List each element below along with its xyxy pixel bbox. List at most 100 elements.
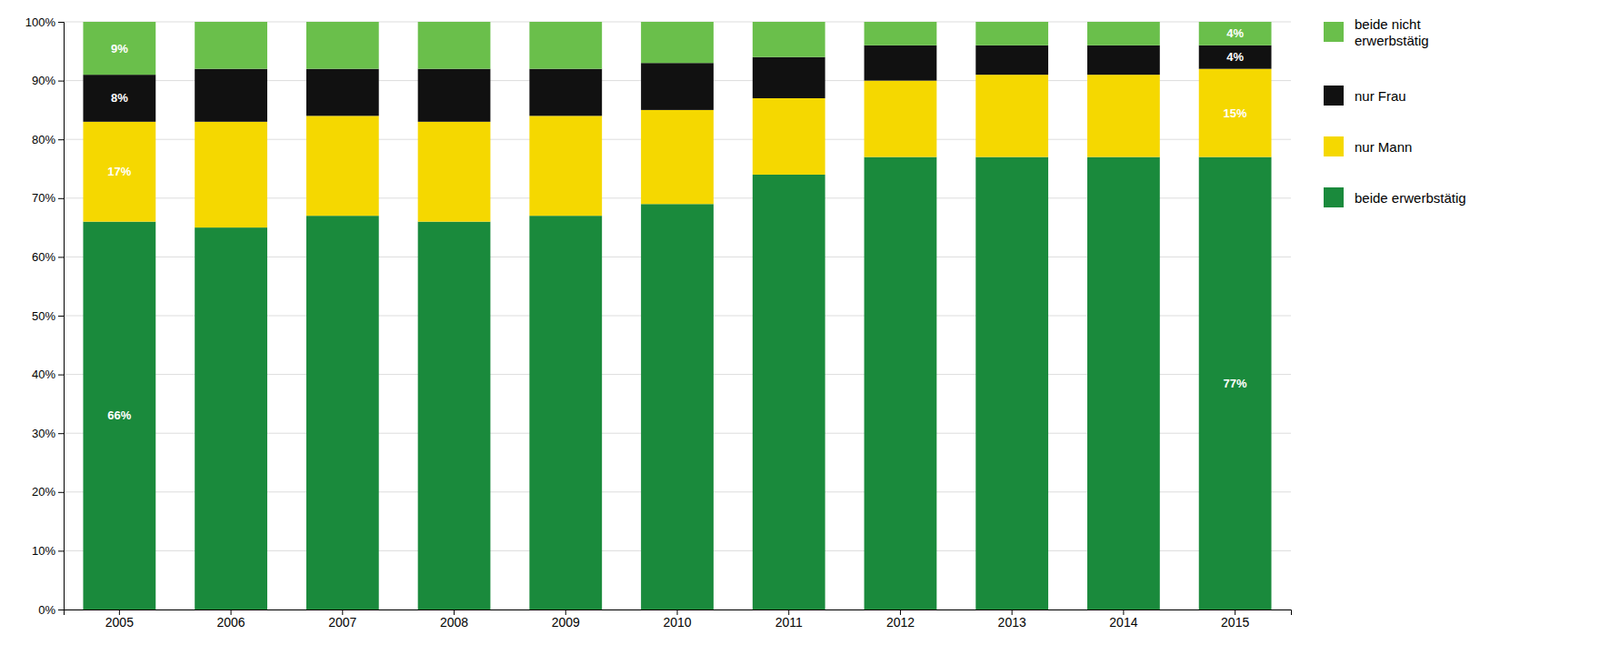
data-label: 66% [107, 408, 131, 422]
bar [306, 215, 380, 610]
bar [1087, 157, 1160, 610]
bar [752, 57, 826, 99]
axis-line [58, 22, 65, 610]
x-tick: 2012 [886, 609, 915, 630]
bar [975, 21, 1049, 46]
bar [194, 21, 268, 70]
x-tick: 2015 [1220, 609, 1250, 630]
tick-label: 2010 [662, 614, 691, 630]
bar [529, 215, 602, 610]
bar [306, 21, 380, 70]
chart: 0%10%20%30%40%50%60%70%80%90%100%2005200… [0, 0, 1600, 655]
y-tick: 90% [31, 73, 64, 88]
tick-label: 2012 [886, 614, 915, 630]
bar [640, 203, 714, 610]
bars [82, 21, 1271, 610]
bar [864, 157, 938, 610]
bar [418, 121, 491, 222]
data-label: 8% [110, 90, 129, 105]
y-tick: 10% [31, 543, 64, 558]
x-tick: 2007 [328, 609, 357, 630]
tick-label: 40% [31, 367, 56, 381]
x-tick: 2009 [551, 609, 580, 630]
tick-label: 10% [31, 543, 56, 558]
bar [529, 115, 602, 216]
bar [752, 174, 826, 610]
bar [1199, 45, 1272, 70]
data-label: 77% [1223, 376, 1248, 390]
bar [418, 221, 491, 610]
y-tick: 50% [31, 309, 64, 323]
bar [306, 115, 380, 216]
tick-label: 50% [31, 309, 56, 323]
tick-mark [58, 256, 64, 258]
bar [82, 21, 156, 75]
y-tick: 40% [31, 367, 64, 381]
x-tick: 2013 [998, 609, 1027, 630]
bar [418, 21, 491, 70]
tick-label: 2015 [1220, 614, 1250, 630]
bar [529, 21, 602, 70]
bar [529, 69, 602, 117]
x-tick: 2008 [440, 609, 469, 630]
bar [1087, 74, 1160, 157]
tick-label: 100% [25, 15, 57, 30]
tick-label: 80% [31, 132, 56, 147]
legend-label: nur Mann [1354, 139, 1412, 155]
y-tick: 20% [31, 484, 64, 499]
tick-mark [58, 80, 64, 82]
legend: beide nichterwerbstätignur Fraunur Mannb… [1323, 16, 1467, 209]
legend-swatch [1323, 136, 1344, 157]
tick-label: 2007 [328, 614, 357, 630]
bar [640, 21, 714, 63]
tick-label: 30% [31, 426, 56, 440]
legend-label: nur Frau [1354, 88, 1407, 104]
y-tick: 70% [31, 190, 64, 205]
bar [194, 227, 268, 610]
data-label: 9% [110, 41, 129, 56]
legend-swatch [1323, 85, 1344, 106]
bar [1199, 21, 1272, 46]
bar [194, 69, 268, 122]
legend-swatch [1323, 187, 1344, 208]
legend-swatch [1323, 21, 1344, 42]
tick-label: 2014 [1109, 614, 1138, 630]
bar [82, 221, 156, 610]
bar [640, 62, 714, 110]
tick-mark [58, 139, 64, 140]
y-tick: 30% [31, 426, 64, 440]
tick-label: 2011 [775, 614, 803, 630]
legend-item: beide nichterwerbstätig [1323, 16, 1430, 49]
tick-label: 70% [31, 190, 56, 205]
data-label: 17% [107, 164, 131, 179]
bar [975, 74, 1049, 157]
tick-mark [58, 21, 64, 23]
grid [63, 21, 1291, 610]
y-axis: 0%10%20%30%40%50%60%70%80%90%100% [25, 15, 65, 617]
tick-label: 90% [31, 73, 56, 88]
x-axis: 2005 2006 2007 2008 2009 2010 2011 2012 2013 2014… [64, 609, 1292, 630]
data-label: 15% [1223, 106, 1248, 120]
bar [975, 45, 1049, 75]
bar-series [82, 21, 1271, 75]
bar [864, 21, 938, 46]
tick-label: 2005 [105, 614, 134, 630]
y-tick: 60% [31, 250, 64, 264]
tick-label: 2009 [551, 614, 580, 630]
bar [1199, 69, 1272, 158]
tick-label: 2006 [217, 614, 246, 630]
data-labels: 66%77%17%15%8%4%9%4% [107, 26, 1248, 422]
legend-item: nur Frau [1323, 85, 1407, 106]
bar [864, 80, 938, 158]
tick-label: 20% [31, 484, 56, 499]
bar [418, 69, 491, 122]
x-tick: 2014 [1109, 609, 1138, 630]
x-tick: 2006 [217, 609, 246, 630]
bar [1087, 21, 1160, 46]
bar [306, 69, 380, 117]
data-label: 4% [1226, 50, 1244, 64]
bar [864, 45, 938, 81]
tick-mark [58, 609, 64, 610]
y-tick: 100% [25, 15, 64, 30]
bar [1199, 157, 1272, 610]
